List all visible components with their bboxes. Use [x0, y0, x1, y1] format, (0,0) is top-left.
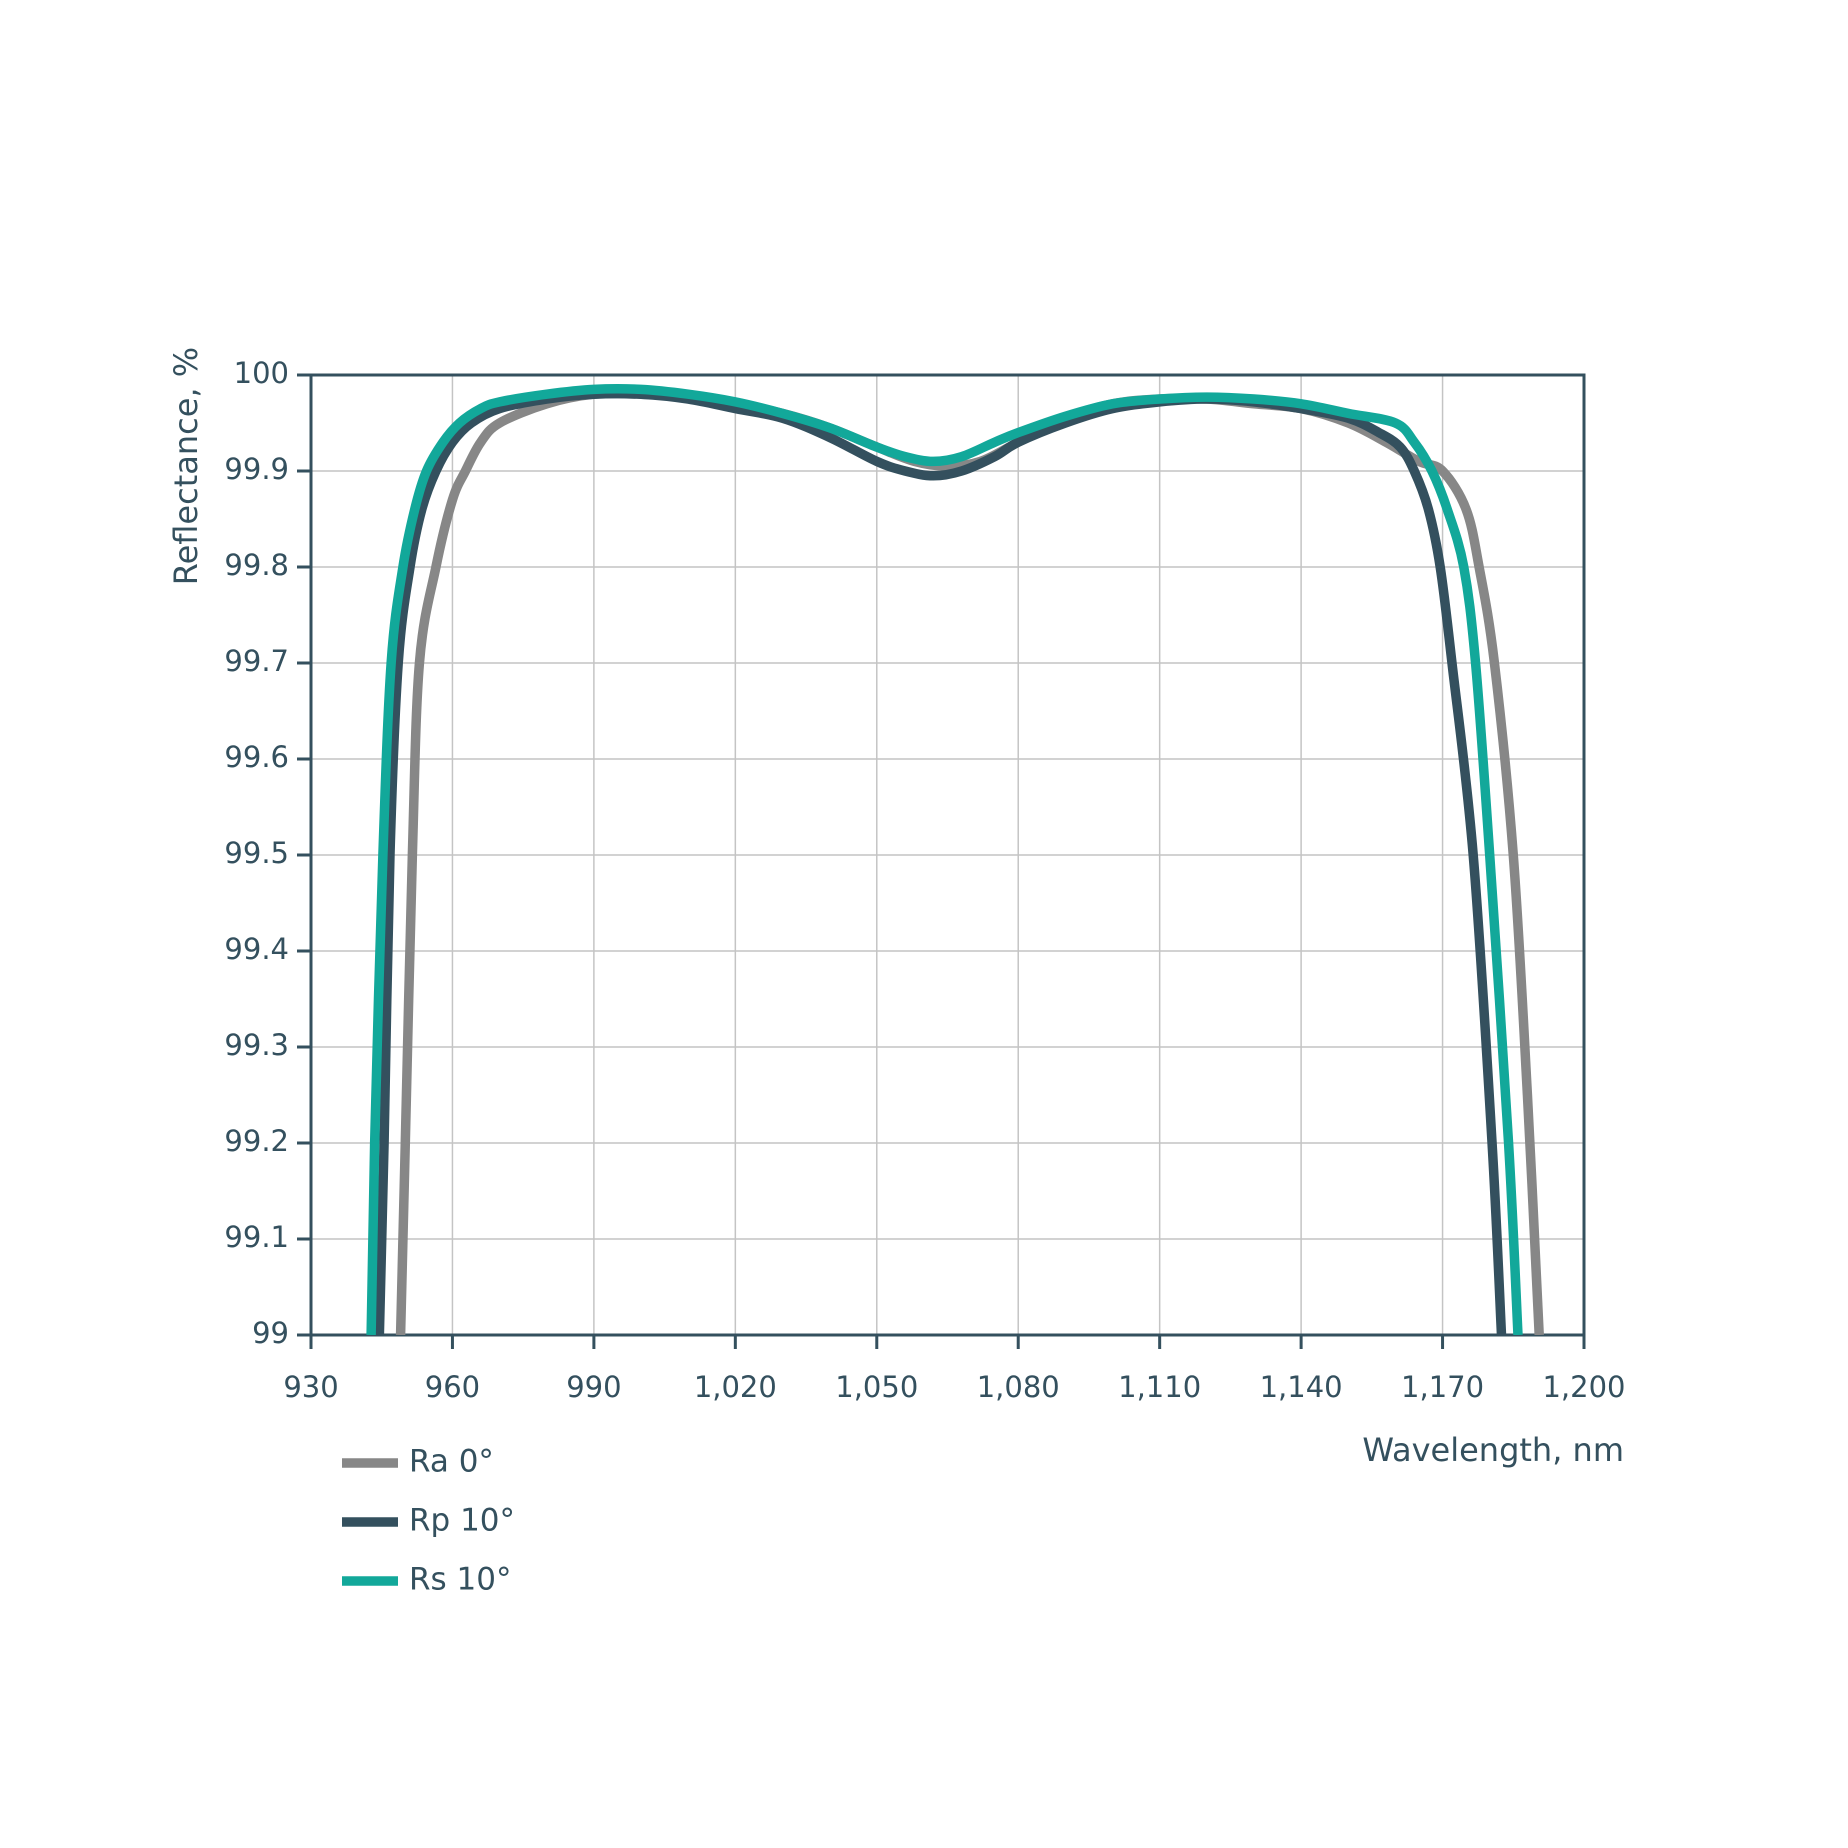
y-tick-label: 99.7: [224, 644, 289, 678]
plot-frame: [309, 373, 1586, 1337]
legend-label: Rs 10°: [409, 1562, 512, 1598]
y-tick-label: 99.9: [224, 452, 289, 486]
x-tick-label: 990: [566, 1370, 621, 1404]
y-axis-label: Reflectance, %: [167, 347, 205, 585]
x-tick-label: 930: [283, 1370, 338, 1404]
x-axis-label: Wavelength, nm: [1362, 1431, 1624, 1469]
x-tick-label: 1,020: [694, 1370, 777, 1404]
y-tick-label: 99.1: [224, 1220, 289, 1254]
y-tick-label: 100: [234, 356, 289, 390]
x-tick-label: 1,200: [1542, 1370, 1625, 1404]
y-tick-label: 99.3: [224, 1028, 289, 1062]
y-tick-label: 99.6: [224, 740, 289, 774]
legend-label: Rp 10°: [409, 1503, 515, 1539]
y-tick-label: 99.8: [224, 548, 289, 582]
x-tick-label: 1,050: [835, 1370, 918, 1404]
x-tick-label: 1,170: [1401, 1370, 1484, 1404]
y-tick-label: 99.4: [224, 932, 289, 966]
x-tick-label: 960: [425, 1370, 480, 1404]
legend-label: Ra 0°: [409, 1444, 494, 1480]
series-line: [366, 384, 1523, 1335]
x-tick-label: 1,140: [1260, 1370, 1343, 1404]
x-tick-label: 1,110: [1118, 1370, 1201, 1404]
x-tick-label: 1,080: [977, 1370, 1060, 1404]
y-tick-label: 99: [252, 1316, 289, 1350]
y-tick-label: 99.5: [224, 836, 289, 870]
series-line: [374, 388, 1507, 1335]
y-tick-label: 99.2: [224, 1124, 289, 1158]
series-line: [395, 388, 1544, 1335]
